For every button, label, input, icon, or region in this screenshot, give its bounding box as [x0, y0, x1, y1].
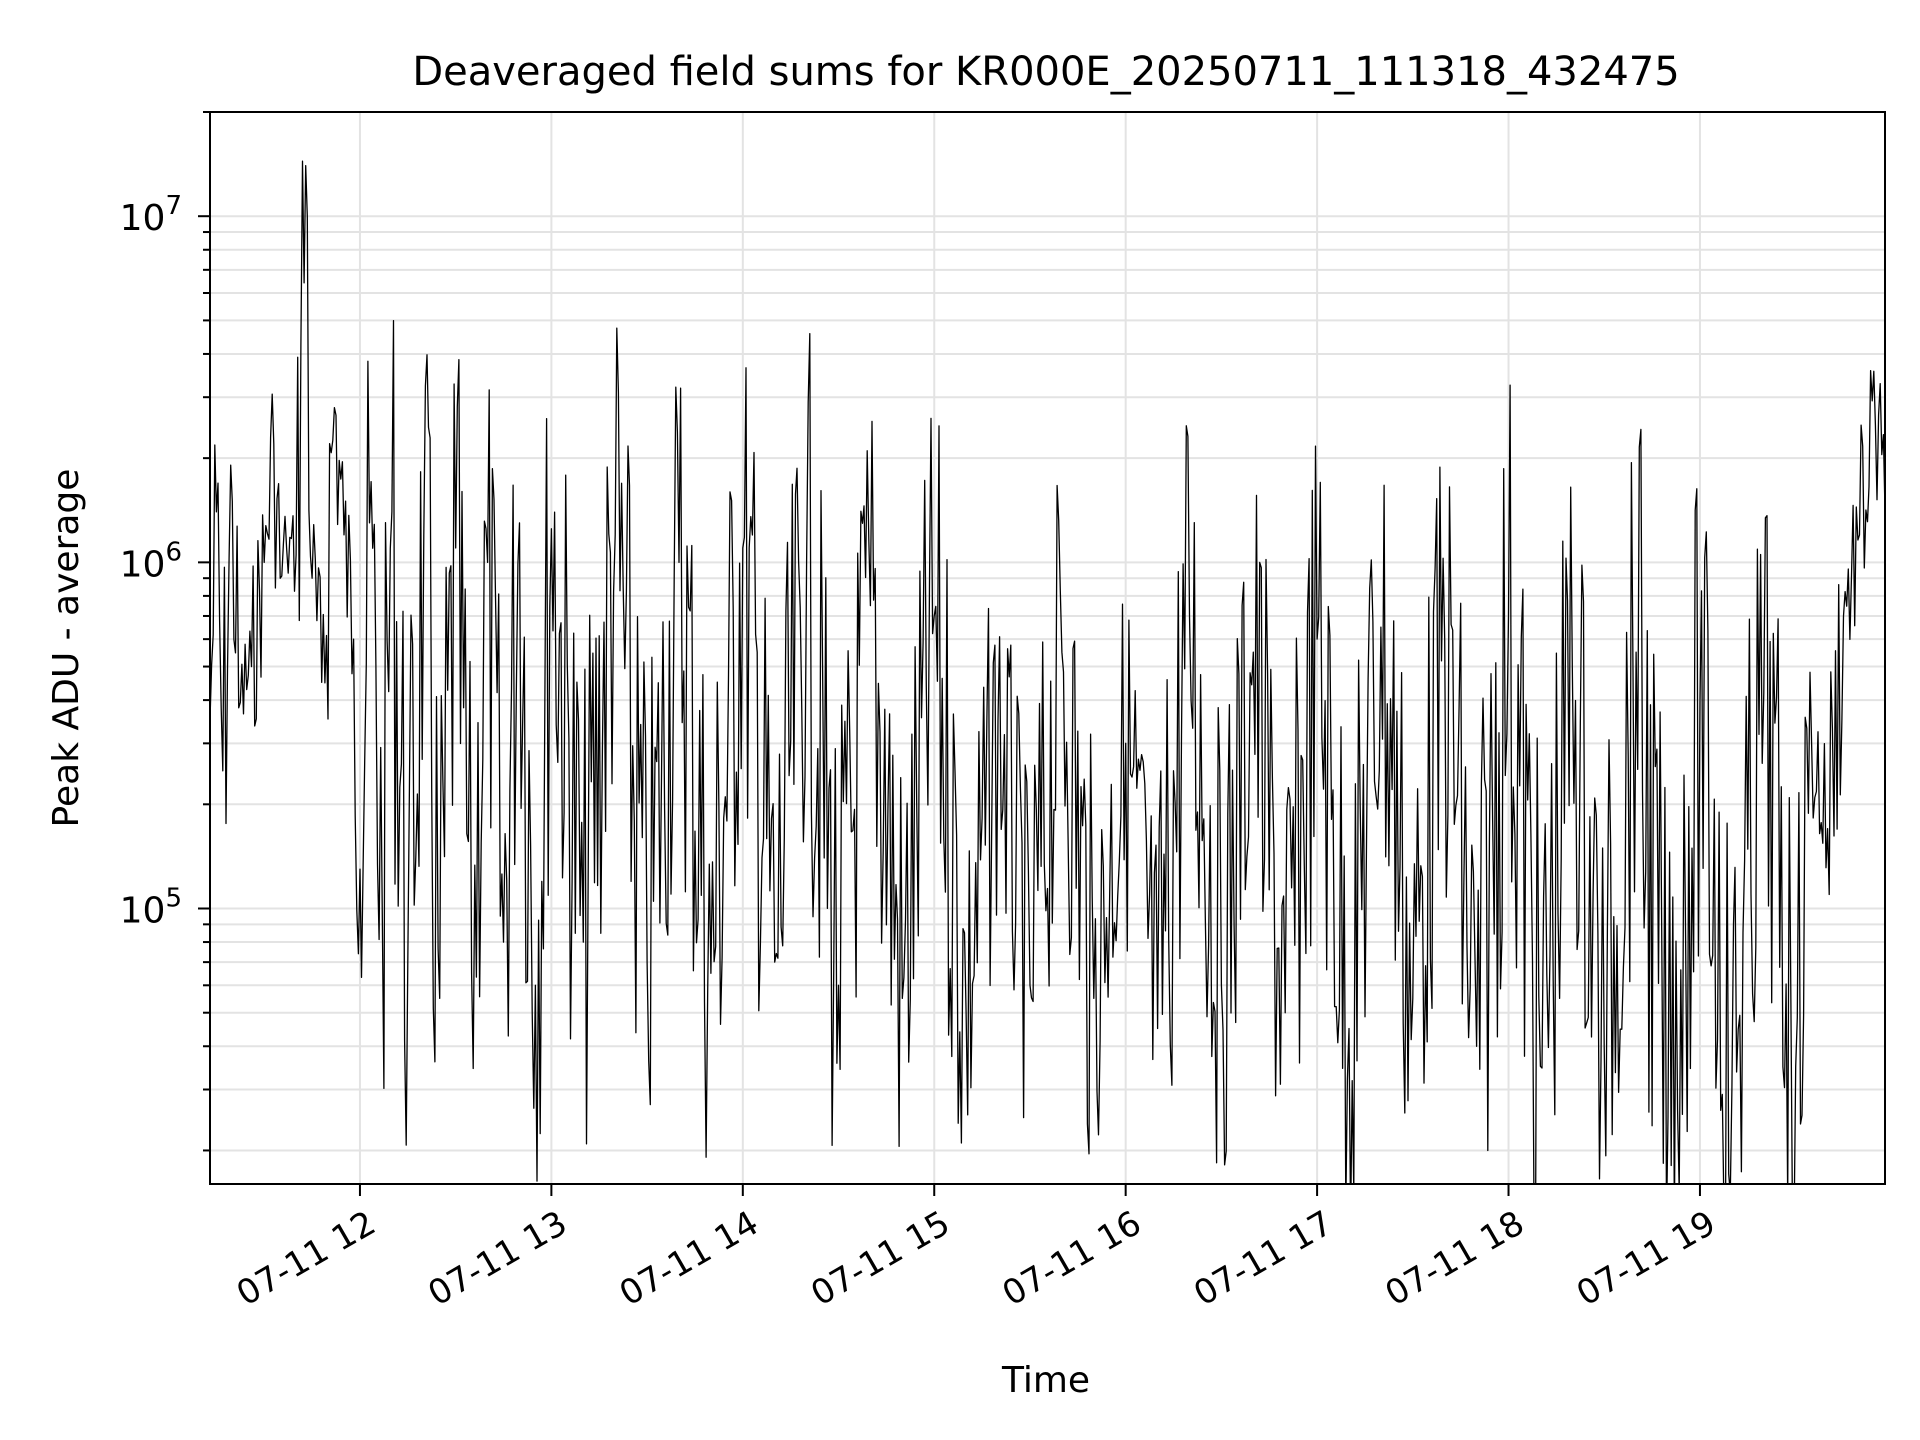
- y-tick-label-base: 10: [120, 544, 166, 585]
- chart-title: Deaveraged field sums for KR000E_2025071…: [412, 49, 1679, 95]
- grid-lines: [210, 111, 1885, 1184]
- plot-frame: [209, 111, 1886, 1185]
- y-tick-label-exponent: 6: [165, 537, 182, 567]
- y-tick-label-base: 10: [120, 198, 166, 239]
- series-group: [210, 160, 1885, 1184]
- y-tick-label: 106: [120, 537, 182, 585]
- x-axis-label: Time: [1001, 1360, 1090, 1401]
- series-line: [210, 160, 1885, 1184]
- y-tick-label-exponent: 5: [165, 884, 182, 914]
- y-axis-label: Peak ADU - average: [46, 469, 87, 828]
- y-tick-label-exponent: 7: [165, 191, 182, 221]
- y-tick-label: 107: [120, 191, 182, 239]
- y-tick-label: 105: [120, 884, 182, 932]
- y-tick-label-base: 10: [120, 891, 166, 932]
